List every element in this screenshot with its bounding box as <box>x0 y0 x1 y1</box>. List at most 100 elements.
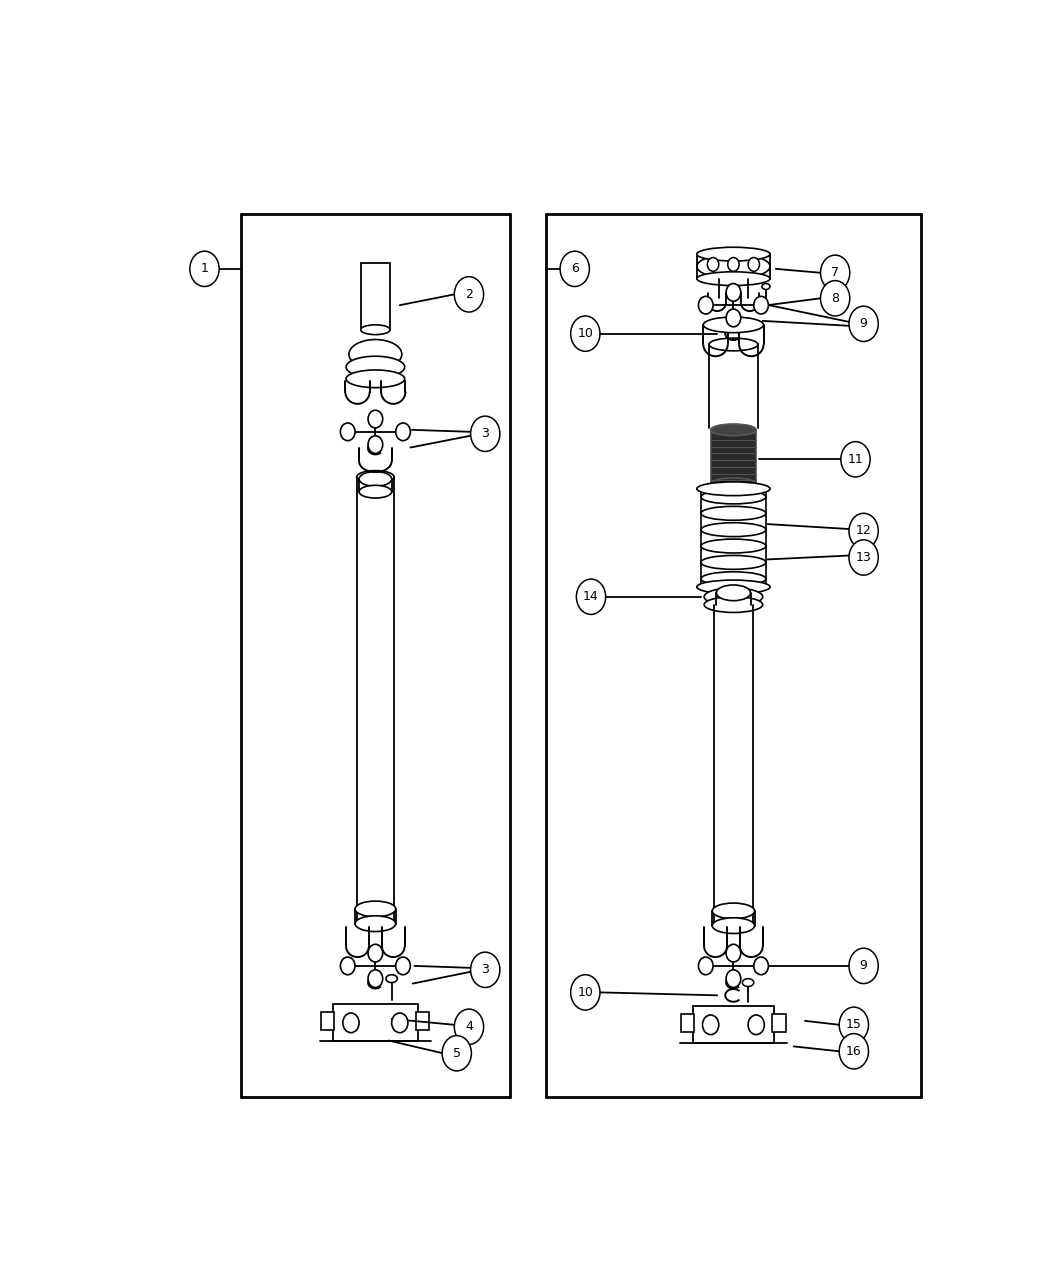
Ellipse shape <box>697 580 770 594</box>
Ellipse shape <box>359 472 392 486</box>
Text: 14: 14 <box>583 590 598 603</box>
Ellipse shape <box>386 974 397 983</box>
Ellipse shape <box>705 588 762 606</box>
Ellipse shape <box>711 478 756 490</box>
Circle shape <box>754 296 769 314</box>
Circle shape <box>754 958 769 974</box>
Text: 10: 10 <box>578 986 593 998</box>
Circle shape <box>839 1007 868 1043</box>
Circle shape <box>698 296 713 314</box>
Bar <box>417 1011 429 1030</box>
Text: 13: 13 <box>856 551 872 564</box>
Bar <box>714 604 753 923</box>
Bar <box>709 344 758 428</box>
Bar <box>333 1005 418 1042</box>
Circle shape <box>698 958 713 974</box>
Bar <box>773 1014 785 1033</box>
Ellipse shape <box>712 918 755 933</box>
Text: 7: 7 <box>832 266 839 279</box>
Circle shape <box>849 306 878 342</box>
Circle shape <box>442 1035 471 1071</box>
Circle shape <box>369 945 382 961</box>
Bar <box>321 1011 334 1030</box>
Circle shape <box>369 970 382 988</box>
Bar <box>355 909 396 923</box>
Ellipse shape <box>712 903 755 919</box>
Circle shape <box>342 1014 359 1033</box>
Text: 9: 9 <box>860 959 867 973</box>
Text: 4: 4 <box>465 1020 472 1033</box>
Circle shape <box>576 579 606 615</box>
Ellipse shape <box>361 325 390 334</box>
Circle shape <box>727 309 740 326</box>
Ellipse shape <box>697 254 770 279</box>
Ellipse shape <box>714 917 753 929</box>
Bar <box>693 1006 774 1043</box>
Ellipse shape <box>359 486 392 499</box>
Circle shape <box>839 1034 868 1068</box>
Ellipse shape <box>700 523 766 537</box>
Ellipse shape <box>697 247 770 261</box>
Ellipse shape <box>700 556 766 570</box>
Circle shape <box>560 251 589 287</box>
Circle shape <box>470 952 500 987</box>
Bar <box>361 263 390 330</box>
Circle shape <box>369 411 382 428</box>
Ellipse shape <box>697 482 770 496</box>
Ellipse shape <box>711 425 756 436</box>
Circle shape <box>727 970 740 988</box>
Text: 3: 3 <box>481 964 489 977</box>
Text: 8: 8 <box>832 292 839 305</box>
Circle shape <box>455 277 484 312</box>
Circle shape <box>708 258 719 272</box>
Text: 16: 16 <box>846 1044 862 1058</box>
Bar <box>697 249 770 283</box>
Ellipse shape <box>716 585 751 601</box>
Ellipse shape <box>705 597 762 612</box>
Text: 3: 3 <box>481 427 489 440</box>
Circle shape <box>396 958 411 974</box>
Ellipse shape <box>355 901 396 917</box>
Ellipse shape <box>697 272 770 286</box>
Circle shape <box>849 539 878 575</box>
Text: 2: 2 <box>465 288 472 301</box>
Text: 1: 1 <box>201 263 208 275</box>
Bar <box>716 593 751 604</box>
Circle shape <box>470 416 500 451</box>
Circle shape <box>340 958 355 974</box>
Bar <box>359 477 392 492</box>
Circle shape <box>748 258 759 272</box>
Ellipse shape <box>742 979 754 987</box>
Bar <box>681 1014 694 1033</box>
Text: 10: 10 <box>578 328 593 340</box>
Circle shape <box>841 441 870 477</box>
Ellipse shape <box>357 470 394 483</box>
Text: 15: 15 <box>846 1019 862 1031</box>
Circle shape <box>396 423 411 441</box>
Bar <box>357 477 394 921</box>
Circle shape <box>571 316 600 352</box>
Ellipse shape <box>714 598 753 611</box>
Circle shape <box>455 1009 484 1044</box>
Ellipse shape <box>762 283 770 289</box>
Ellipse shape <box>346 356 404 377</box>
Ellipse shape <box>349 339 402 368</box>
Circle shape <box>392 1014 407 1033</box>
Circle shape <box>340 423 355 441</box>
Circle shape <box>748 1015 764 1034</box>
Circle shape <box>190 251 219 287</box>
Circle shape <box>728 258 739 272</box>
Bar <box>712 910 755 926</box>
Text: 6: 6 <box>571 263 579 275</box>
Text: 11: 11 <box>847 453 863 465</box>
Text: 9: 9 <box>860 317 867 330</box>
Circle shape <box>702 1015 719 1034</box>
Text: 12: 12 <box>856 524 872 538</box>
Ellipse shape <box>346 370 404 388</box>
Ellipse shape <box>357 914 394 927</box>
Ellipse shape <box>709 338 758 351</box>
Ellipse shape <box>355 915 396 932</box>
Circle shape <box>727 945 740 961</box>
Circle shape <box>849 514 878 548</box>
Ellipse shape <box>704 317 763 333</box>
